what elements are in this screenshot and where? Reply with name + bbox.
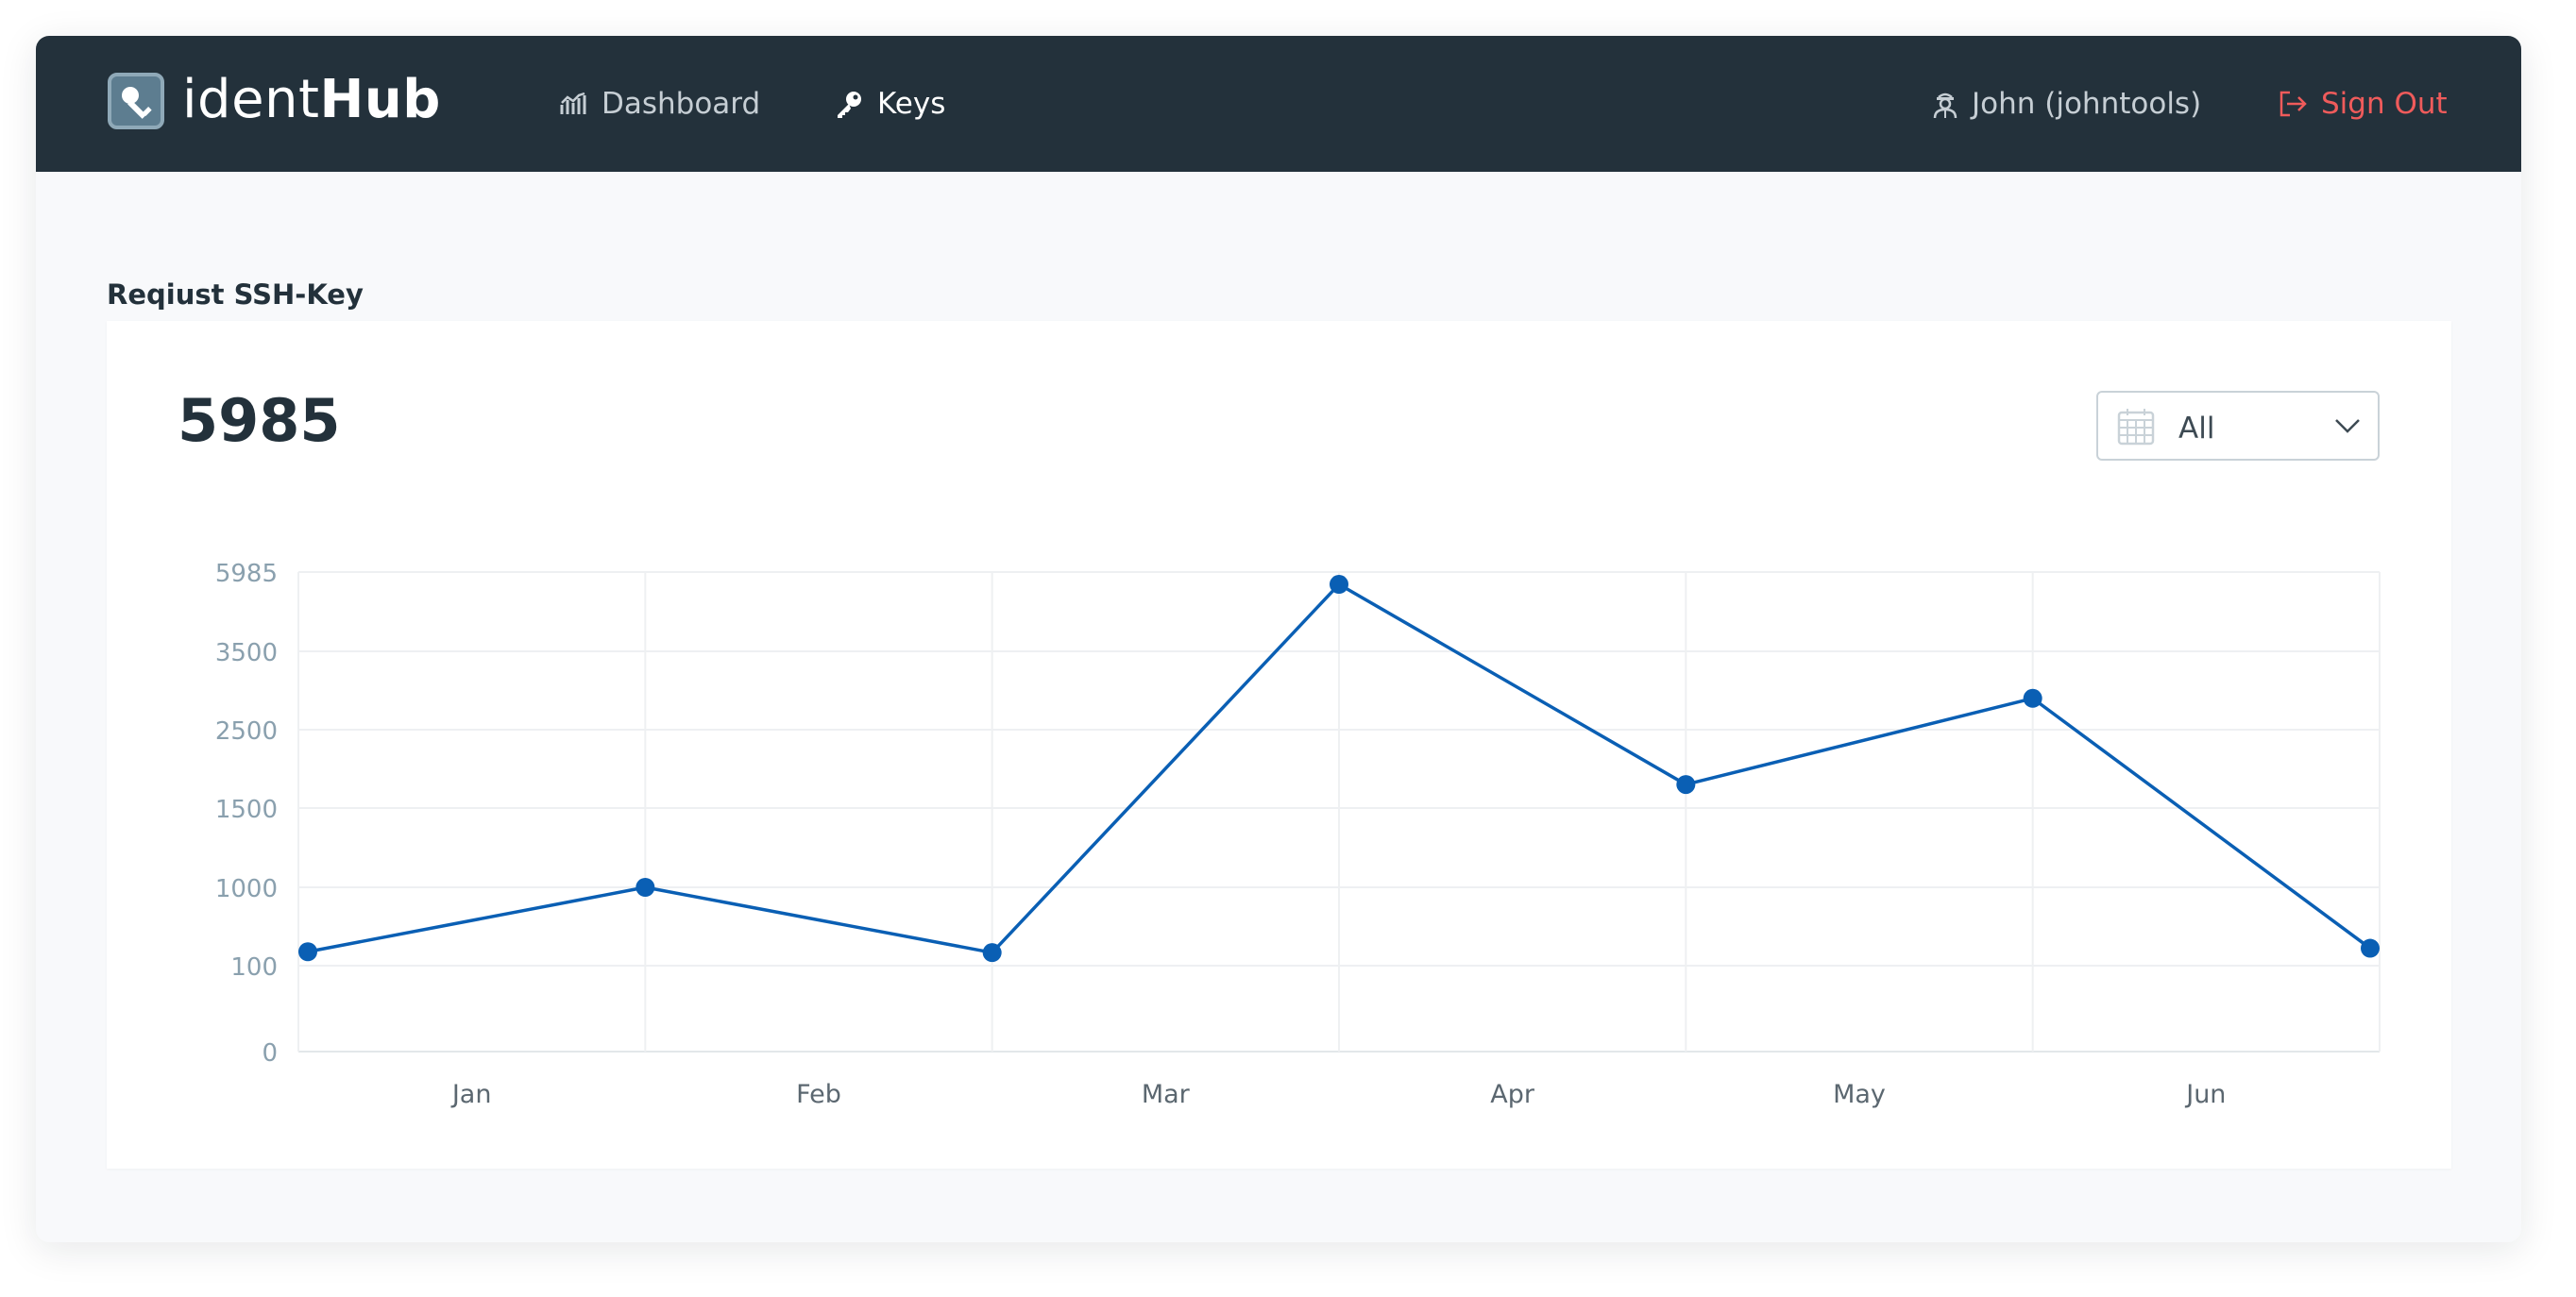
top-navbar: identHub Dashboard Keys bbox=[36, 36, 2521, 172]
brand-light: ident bbox=[182, 69, 320, 130]
data-point bbox=[2361, 938, 2380, 958]
x-tick-label: May bbox=[1833, 1080, 1886, 1109]
data-point bbox=[2023, 688, 2042, 708]
key-icon bbox=[834, 89, 864, 119]
x-tick-label: Jan bbox=[450, 1080, 492, 1109]
total-value: 5985 bbox=[178, 386, 341, 455]
line-chart: 0 100 1000 1500 2500 3500 5985 Jan Feb Mar Apr May J… bbox=[215, 560, 2381, 1109]
calendar-icon bbox=[2117, 408, 2155, 449]
brand-name[interactable]: identHub bbox=[182, 74, 441, 126]
y-tick-label: 1000 bbox=[215, 875, 278, 903]
data-point bbox=[982, 943, 1002, 963]
chart-icon bbox=[560, 92, 588, 116]
x-tick-label: Apr bbox=[1490, 1080, 1535, 1109]
nav-dashboard[interactable]: Dashboard bbox=[560, 83, 760, 125]
period-select[interactable]: All bbox=[2096, 391, 2380, 461]
data-point bbox=[298, 942, 317, 962]
nav-user[interactable]: John (johntools) bbox=[1932, 83, 2201, 125]
y-tick-label: 0 bbox=[262, 1039, 278, 1068]
section-title: Reqiust SSH-Key bbox=[107, 278, 364, 311]
x-tick-label: Jun bbox=[2184, 1080, 2226, 1109]
key-square-icon[interactable] bbox=[107, 72, 165, 130]
chart-card: 0 100 1000 1500 2500 3500 5985 Jan Feb Mar Apr May J… bbox=[107, 321, 2451, 1169]
y-tick-label: 5985 bbox=[215, 560, 278, 588]
y-tick-label: 100 bbox=[230, 953, 278, 982]
nav-keys[interactable]: Keys bbox=[834, 83, 945, 125]
y-tick-label: 1500 bbox=[215, 796, 278, 824]
y-tick-label: 2500 bbox=[215, 717, 278, 746]
nav-user-label: John (johntools) bbox=[1972, 87, 2202, 121]
nav-dashboard-label: Dashboard bbox=[602, 87, 761, 121]
brand-bold: Hub bbox=[319, 69, 441, 130]
x-tick-label: Mar bbox=[1142, 1080, 1191, 1109]
x-tick-label: Feb bbox=[796, 1080, 841, 1109]
chevron-down-icon bbox=[2334, 417, 2361, 438]
user-icon bbox=[1932, 89, 1958, 119]
y-tick-label: 3500 bbox=[215, 639, 278, 667]
app-window: identHub Dashboard Keys bbox=[36, 36, 2521, 1242]
sign-out-label: Sign Out bbox=[2321, 87, 2448, 121]
sign-out-icon bbox=[2278, 90, 2308, 118]
data-point bbox=[1676, 775, 1696, 795]
nav-keys-label: Keys bbox=[877, 87, 946, 121]
data-point bbox=[636, 878, 655, 897]
period-select-value: All bbox=[2178, 412, 2215, 446]
sign-out-button[interactable]: Sign Out bbox=[2278, 83, 2448, 125]
data-point bbox=[1330, 575, 1348, 595]
